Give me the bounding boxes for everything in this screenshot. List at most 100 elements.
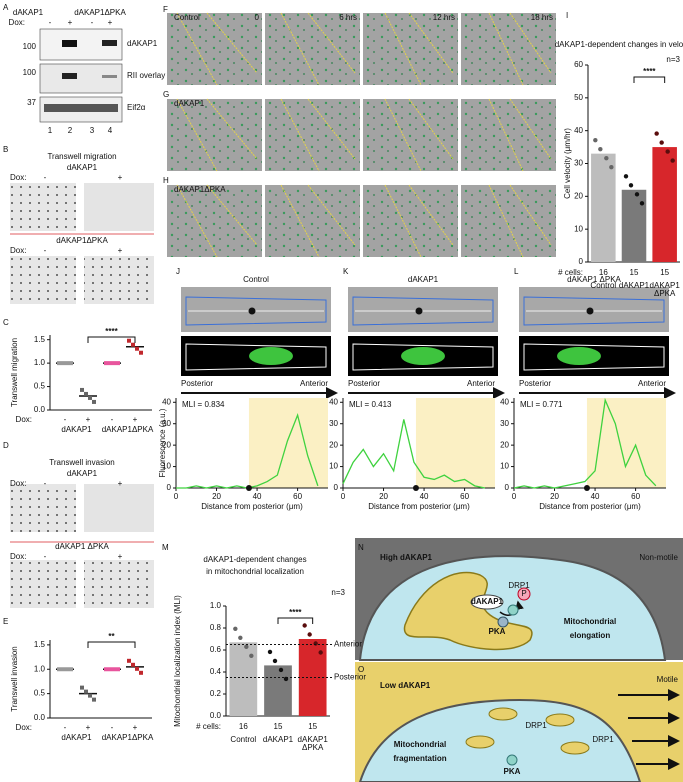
cell-count: 16 xyxy=(599,268,608,277)
x-tick-label: dAKAP1 xyxy=(263,735,294,744)
y-tick-label: 0.5 xyxy=(34,689,46,698)
point xyxy=(84,391,88,396)
label: dAKAP1ΔPKA xyxy=(74,8,126,17)
label: Low dAKAP1 xyxy=(380,681,431,690)
point xyxy=(593,137,598,143)
label: dAKAP1ΔPKA xyxy=(102,425,154,434)
label: P xyxy=(521,589,526,598)
label: ** xyxy=(108,632,115,641)
x-tick-label: dAKAP1 xyxy=(619,281,650,290)
y-tick-label: 0.0 xyxy=(34,405,46,414)
micrograph xyxy=(167,99,262,171)
brightfield xyxy=(519,287,669,332)
y-tick-label: 20 xyxy=(162,440,171,449)
y-tick-label: 40 xyxy=(500,397,509,406)
point xyxy=(80,387,84,392)
label: - xyxy=(44,479,47,488)
label: MLI = 0.771 xyxy=(520,400,563,409)
point xyxy=(604,155,609,161)
brightfield xyxy=(348,287,498,332)
point xyxy=(244,644,249,649)
row-label: dAKAP1 xyxy=(174,99,205,108)
label: - xyxy=(49,18,52,27)
y-tick-label: 1.0 xyxy=(34,358,46,367)
label: 100 xyxy=(23,42,37,51)
y-tick-label: 40 xyxy=(574,126,583,135)
point xyxy=(88,395,92,400)
point xyxy=(69,667,73,672)
point xyxy=(104,361,108,366)
panel-label: B xyxy=(3,145,8,154)
blot xyxy=(39,28,123,123)
point xyxy=(598,146,603,152)
point xyxy=(139,670,143,675)
bar xyxy=(652,147,677,262)
y-tick-label: 0 xyxy=(334,483,339,492)
label: fragmentation xyxy=(393,754,446,763)
label: Anterior xyxy=(638,379,666,388)
label: Dox: xyxy=(9,18,25,27)
point xyxy=(135,346,139,351)
label: + xyxy=(108,18,113,27)
y-tick-label: 0 xyxy=(505,483,510,492)
point xyxy=(116,667,120,672)
sig-bracket xyxy=(87,336,136,343)
trace xyxy=(513,397,657,489)
centroid xyxy=(245,485,252,491)
wound-edge xyxy=(384,184,454,258)
label: Motile xyxy=(657,675,679,684)
x-tick-label: + xyxy=(86,723,91,732)
x-tick-label: 40 xyxy=(253,492,262,501)
point xyxy=(318,650,323,655)
trace xyxy=(342,419,486,489)
y-tick-label: 1.0 xyxy=(210,601,222,610)
x-tick-label: dAKAP1 ΔPKA xyxy=(298,735,329,752)
x-tick-label: 0 xyxy=(174,492,179,501)
point xyxy=(112,361,116,366)
label: **** xyxy=(289,608,302,617)
y-tick-label: 0.0 xyxy=(34,713,46,722)
x-tick-label: 40 xyxy=(420,492,429,501)
point xyxy=(278,667,284,673)
point xyxy=(313,641,318,646)
wound-edge xyxy=(488,98,552,172)
label: Dox: xyxy=(16,415,32,424)
label: DRP1 xyxy=(592,735,614,744)
transwell-images xyxy=(10,183,154,608)
x-tick-label: 60 xyxy=(631,492,640,501)
anterior-zone xyxy=(586,398,666,488)
point xyxy=(108,361,112,366)
x-tick-label: 0 xyxy=(512,492,517,501)
mito xyxy=(401,347,445,365)
point xyxy=(628,183,634,188)
label: Dox: xyxy=(10,246,26,255)
label: RII overlay xyxy=(127,71,165,80)
time-label: 12 hrs xyxy=(433,13,455,22)
point xyxy=(116,361,120,366)
label: n=3 xyxy=(666,55,680,64)
x-tick-label: + xyxy=(133,723,138,732)
label: + xyxy=(118,173,123,182)
bar xyxy=(621,189,647,262)
cell-count: 15 xyxy=(630,268,639,277)
wound-edge xyxy=(488,12,552,86)
cell-count: 16 xyxy=(239,722,248,731)
wound-edge xyxy=(384,98,454,172)
x-tick-label: 60 xyxy=(460,492,469,501)
micrograph xyxy=(265,99,360,171)
panel-label: N xyxy=(358,543,364,552)
label: Posterior xyxy=(181,379,213,388)
point xyxy=(639,201,645,206)
y-label: Transwell invasion xyxy=(10,646,19,712)
point xyxy=(104,667,108,672)
centroid xyxy=(583,485,590,491)
x-tick-label: 20 xyxy=(550,492,559,501)
centroid xyxy=(415,307,423,315)
diagram-o xyxy=(355,662,683,782)
cell-count: 15 xyxy=(308,722,317,731)
sig-bracket xyxy=(633,76,666,83)
label: Eif2α xyxy=(127,103,146,112)
micrograph xyxy=(461,185,556,257)
label: Anterior xyxy=(334,640,362,649)
